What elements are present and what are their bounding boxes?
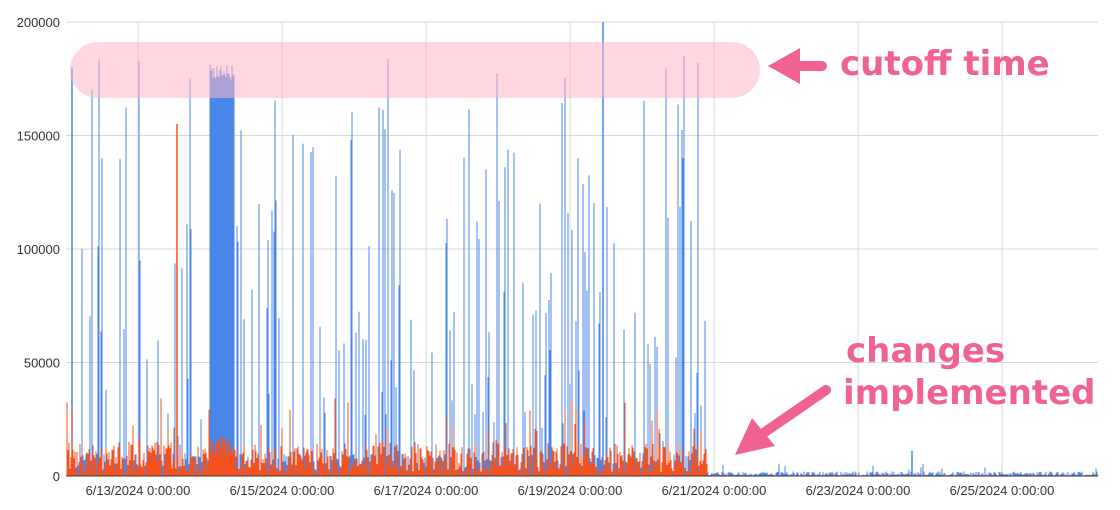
- y-tick-label: 100000: [17, 242, 60, 257]
- changes-annotation: changes: [846, 331, 1005, 371]
- series-orange: [66, 124, 1099, 476]
- x-tick-label: 6/13/2024 0:00:00: [86, 483, 191, 498]
- y-tick-label: 50000: [24, 356, 60, 371]
- x-axis-labels: 6/13/2024 0:00:00 6/15/2024 0:00:00 6/17/2…: [86, 483, 1055, 498]
- cutoff-highlight: [70, 42, 760, 98]
- x-tick-label: 6/21/2024 0:00:00: [662, 483, 767, 498]
- cutoff-arrow: [768, 48, 827, 84]
- y-axis-labels: 0 50000 100000 150000 200000: [17, 15, 60, 484]
- changes-arrow: [735, 385, 831, 455]
- implemented-annotation: implemented: [843, 373, 1095, 413]
- x-tick-label: 6/19/2024 0:00:00: [518, 483, 623, 498]
- x-tick-label: 6/15/2024 0:00:00: [230, 483, 335, 498]
- y-tick-label: 150000: [17, 129, 60, 144]
- x-tick-label: 6/17/2024 0:00:00: [374, 483, 479, 498]
- x-tick-label: 6/23/2024 0:00:00: [806, 483, 911, 498]
- cutoff-time-annotation: cutoff time: [840, 44, 1050, 84]
- y-tick-label: 0: [53, 469, 60, 484]
- x-tick-label: 6/25/2024 0:00:00: [950, 483, 1055, 498]
- y-tick-label: 200000: [17, 15, 60, 30]
